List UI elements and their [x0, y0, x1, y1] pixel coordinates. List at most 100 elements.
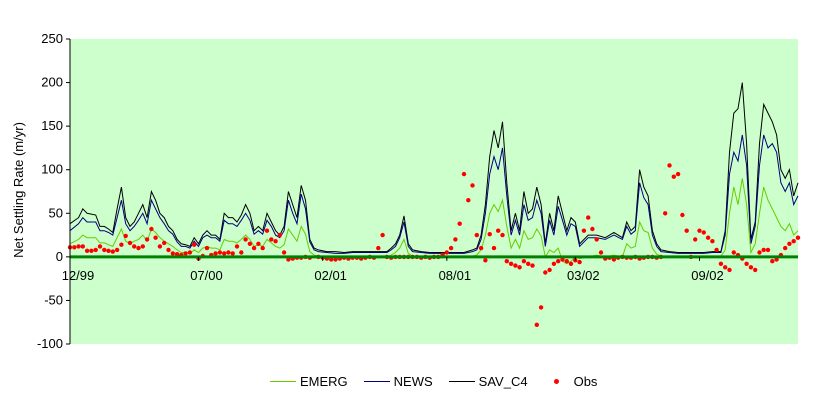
data-point-obs [675, 171, 681, 177]
data-point-obs [765, 247, 771, 253]
x-tick-label: 09/02 [691, 268, 724, 283]
data-point-obs [153, 235, 158, 240]
data-point-obs [166, 247, 171, 253]
data-point-obs [543, 270, 548, 275]
data-point-obs [119, 242, 124, 247]
x-tick-label: 12/99 [62, 268, 95, 283]
y-tick-label: 0 [56, 249, 63, 264]
data-point-obs [80, 244, 86, 249]
data-point-obs [461, 171, 467, 177]
data-point-obs [483, 258, 488, 263]
data-point-obs [727, 267, 732, 273]
data-point-obs [127, 240, 133, 246]
series-line-news [69, 134, 799, 254]
data-point-obs [671, 174, 676, 179]
data-point-obs [487, 232, 492, 237]
data-point-obs [136, 245, 141, 251]
data-point-obs [478, 245, 484, 251]
legend-swatch [363, 380, 390, 382]
data-point-obs [106, 248, 111, 253]
data-point-obs [680, 212, 685, 218]
data-point-obs [568, 261, 574, 266]
data-point-obs [213, 251, 218, 256]
data-point-obs [110, 249, 116, 254]
data-point-obs [72, 245, 77, 250]
data-point-obs [174, 252, 180, 257]
x-tick-label: 03/02 [567, 268, 600, 283]
data-point-obs [457, 221, 462, 226]
data-point-obs [598, 250, 604, 255]
data-point-obs [517, 265, 522, 270]
data-point-obs [590, 226, 595, 232]
data-point-obs [251, 245, 257, 251]
y-tick-label: -100 [37, 336, 63, 351]
data-point-obs [226, 250, 231, 255]
data-point-obs [521, 259, 527, 264]
y-tick-label: 200 [41, 75, 63, 90]
legend-item-news: NEWS [363, 373, 433, 389]
data-point-obs [551, 261, 557, 266]
data-point-obs [157, 244, 163, 249]
data-point-obs [744, 261, 749, 266]
data-point-obs [753, 267, 758, 273]
data-point-obs [192, 242, 197, 247]
legend-swatch [270, 380, 296, 382]
legend-label: EMERG [300, 373, 348, 389]
data-point-obs [761, 247, 766, 253]
data-point-obs [547, 267, 552, 273]
data-point-obs [329, 257, 334, 262]
data-point-obs [701, 230, 706, 235]
data-point-obs [260, 245, 265, 251]
data-point-obs [466, 198, 471, 203]
data-point-obs [774, 257, 779, 262]
data-point-obs [256, 241, 261, 246]
data-point-obs [748, 265, 754, 270]
series-line-sav-c4 [69, 82, 799, 254]
data-point-obs [123, 233, 128, 239]
data-point-obs [534, 322, 539, 327]
data-point-obs [273, 239, 278, 244]
data-point-obs [594, 237, 599, 242]
data-point-obs [684, 228, 689, 233]
data-point-obs [667, 163, 672, 168]
data-point-obs [217, 250, 223, 255]
data-point-obs [795, 235, 801, 240]
y-ticks: -100 -50 0 50 100 150 200 250 [37, 31, 70, 351]
x-ticks: 12/99 07/00 02/01 08/01 03/02 09/02 [62, 256, 724, 283]
data-point-obs [470, 183, 475, 188]
legend-label: SAV_C4 [478, 373, 528, 389]
data-point-obs [783, 245, 788, 251]
x-tick-label: 02/01 [314, 268, 347, 283]
data-point-obs [513, 263, 518, 268]
data-point-obs [556, 259, 561, 264]
data-point-obs [183, 251, 188, 256]
data-point-obs [264, 228, 270, 233]
data-point-obs [93, 247, 98, 253]
y-tick-label: 250 [41, 31, 63, 46]
y-tick-label: 150 [41, 118, 63, 133]
legend-label: NEWS [393, 373, 433, 389]
legend-swatch [448, 380, 475, 382]
legend: EMERG NEWS SAV_C4 Obs [270, 372, 613, 390]
data-point-obs [89, 248, 94, 253]
data-point-obs [76, 244, 81, 249]
plot-area [70, 39, 798, 344]
data-point-obs [222, 251, 227, 256]
y-tick-label: 100 [41, 162, 63, 177]
data-point-obs [474, 232, 479, 238]
data-point-obs [376, 245, 381, 251]
data-point-obs [162, 240, 167, 246]
data-point-obs [791, 239, 796, 244]
x-tick-label: 08/01 [439, 268, 472, 283]
data-point-obs [508, 261, 514, 266]
legend-label: Obs [573, 373, 598, 389]
data-point-obs [170, 251, 175, 256]
data-point-obs [281, 250, 287, 255]
data-point-obs [538, 305, 544, 310]
data-point-obs [269, 237, 274, 242]
data-point-obs [714, 247, 719, 253]
data-point-obs [187, 250, 193, 255]
data-point-obs [718, 261, 724, 266]
data-point-obs [697, 228, 702, 233]
